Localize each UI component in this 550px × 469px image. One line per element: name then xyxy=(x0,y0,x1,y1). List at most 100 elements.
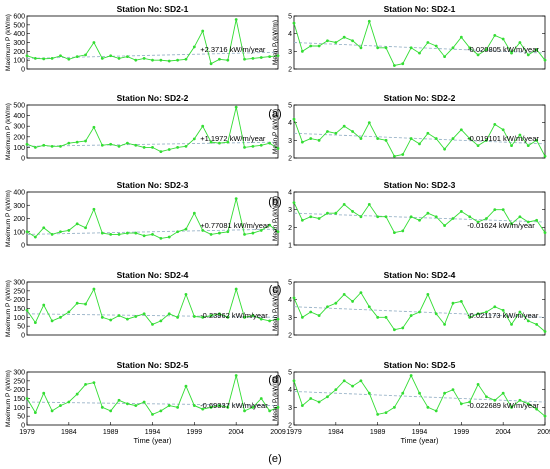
chart-8-ytick-label-3: 5 xyxy=(288,280,292,287)
chart-6-ylabel: Mean P (kW/m) xyxy=(272,196,279,241)
chart-4-point-23 xyxy=(485,138,488,142)
chart-4-ytick-label-1: 3 xyxy=(288,138,292,145)
chart-9-point-19 xyxy=(184,384,188,388)
chart-6-point-4 xyxy=(326,211,329,215)
chart-10-point-12 xyxy=(393,405,396,409)
chart-3-point-18 xyxy=(176,146,180,149)
chart-9-xtick-label-6: 2009 xyxy=(270,429,286,436)
chart-1-point-29 xyxy=(268,55,272,59)
chart-1-trend-line xyxy=(26,51,279,59)
chart-4-point-26 xyxy=(510,144,513,148)
chart-9-point-21 xyxy=(201,407,205,411)
chart-4-point-21 xyxy=(468,137,472,140)
chart-3-point-4 xyxy=(59,144,62,148)
chart-1-point-25 xyxy=(234,18,238,21)
chart-10-xtick-label-5: 2004 xyxy=(495,429,511,436)
chart-3-point-29 xyxy=(268,141,272,145)
chart-10-point-1 xyxy=(300,404,304,407)
chart-5-point-13 xyxy=(134,231,138,235)
chart-4-point-7 xyxy=(351,130,354,133)
chart-3-point-12 xyxy=(126,141,129,145)
chart-1-point-21 xyxy=(201,29,205,33)
chart-9-ytick-label-1: 50 xyxy=(17,414,25,421)
chart-2-ytick-label-0: 2 xyxy=(288,67,292,74)
chart-8-point-4 xyxy=(326,305,329,309)
chart-5-point-1 xyxy=(33,235,37,239)
chart-5-point-9 xyxy=(100,231,104,235)
chart-5-title: Station No: SD2-3 xyxy=(117,180,189,190)
chart-2-title: Station No: SD2-1 xyxy=(384,4,456,14)
chart-9-ytick-label-0: 0 xyxy=(21,423,25,430)
chart-9-ylabel: Maximum P (kW/m) xyxy=(5,370,12,427)
chart-6-point-17 xyxy=(434,215,438,219)
chart-1-point-4 xyxy=(59,54,62,58)
chart-1: Station No: SD2-1 Maximum P (kW/m) 0 100 200… xyxy=(5,4,280,74)
chart-10-xtick-label-3: 1994 xyxy=(412,429,428,436)
chart-1-ylabel: Maximum P (kW/m) xyxy=(5,14,12,71)
panel-label-2: (c) xyxy=(269,284,282,296)
chart-3-point-27 xyxy=(251,144,255,148)
panel-label-1: (b) xyxy=(268,196,281,208)
chart-9-point-0 xyxy=(25,397,29,400)
chart-1-point-3 xyxy=(50,57,54,60)
chart-4-point-3 xyxy=(317,138,321,142)
chart-8-point-15 xyxy=(418,310,421,314)
chart-5-ytick-label-2: 200 xyxy=(13,216,25,223)
chart-4-point-5 xyxy=(334,131,338,135)
chart-5-point-20 xyxy=(192,211,196,215)
chart-7-point-9 xyxy=(100,315,104,319)
chart-9-point-29 xyxy=(268,409,272,413)
chart-1-ytick-label-0: 0 xyxy=(21,67,25,74)
chart-2-point-19 xyxy=(451,46,455,50)
chart-2-point-10 xyxy=(376,46,380,50)
chart-1-ytick-label-6: 600 xyxy=(13,14,25,21)
chart-5-point-3 xyxy=(50,233,54,236)
chart-7-point-4 xyxy=(59,315,62,319)
chart-9-point-25 xyxy=(234,374,238,377)
chart-3-trend-line xyxy=(26,141,279,147)
chart-2-point-17 xyxy=(434,44,438,48)
chart-6-point-21 xyxy=(468,215,472,219)
chart-7-point-22 xyxy=(209,314,213,317)
chart-1-point-11 xyxy=(117,57,121,60)
chart-7-point-10 xyxy=(109,318,113,322)
chart-7-ytick-label-5: 250 xyxy=(13,288,25,295)
chart-5-point-21 xyxy=(201,229,205,232)
chart-10: Station No: SD2-5 Mean P (kW/m) 2 3 4 5 1979 19… xyxy=(272,360,550,445)
chart-4-title: Station No: SD2-2 xyxy=(384,93,456,103)
chart-7-point-16 xyxy=(159,319,163,323)
chart-2-frame xyxy=(293,15,546,70)
chart-9-point-15 xyxy=(151,413,154,416)
chart-6-point-11 xyxy=(384,215,388,219)
chart-3-ytick-label-1: 100 xyxy=(13,145,25,152)
chart-4-point-2 xyxy=(309,137,313,140)
chart-5-point-10 xyxy=(109,233,113,236)
chart-1-point-27 xyxy=(251,57,255,60)
chart-9-ytick-label-6: 300 xyxy=(13,370,25,377)
chart-2: Station No: SD2-1 Mean P (kW/m) 2 3 4 5 -0.020… xyxy=(272,4,547,74)
chart-6-point-26 xyxy=(510,222,513,226)
chart-7-point-17 xyxy=(167,312,171,316)
chart-9-point-22 xyxy=(209,405,213,409)
panel-label-4: (e) xyxy=(268,453,281,465)
chart-4: Station No: SD2-2 Mean P (kW/m) 2 3 4 5 -0.019… xyxy=(272,93,547,163)
chart-8-point-5 xyxy=(334,301,338,305)
chart-1-point-19 xyxy=(184,57,188,61)
chart-10-point-19 xyxy=(451,388,455,392)
chart-7-point-2 xyxy=(42,303,46,307)
chart-4-point-1 xyxy=(300,140,304,144)
chart-4-point-16 xyxy=(426,131,430,135)
chart-3-point-24 xyxy=(226,140,230,144)
chart-8-point-27 xyxy=(518,310,522,314)
chart-5-ytick-label-3: 300 xyxy=(13,203,25,210)
chart-6-point-24 xyxy=(493,208,497,212)
chart-10-ytick-label-3: 5 xyxy=(288,370,292,377)
chart-10-point-22 xyxy=(476,382,480,386)
chart-2-point-3 xyxy=(317,44,321,48)
chart-8-point-23 xyxy=(485,310,488,314)
chart-6-point-20 xyxy=(459,210,463,213)
chart-2-point-29 xyxy=(535,48,539,51)
chart-2-point-14 xyxy=(409,46,413,50)
chart-3-frame xyxy=(26,104,279,159)
chart-4-point-4 xyxy=(326,130,329,133)
